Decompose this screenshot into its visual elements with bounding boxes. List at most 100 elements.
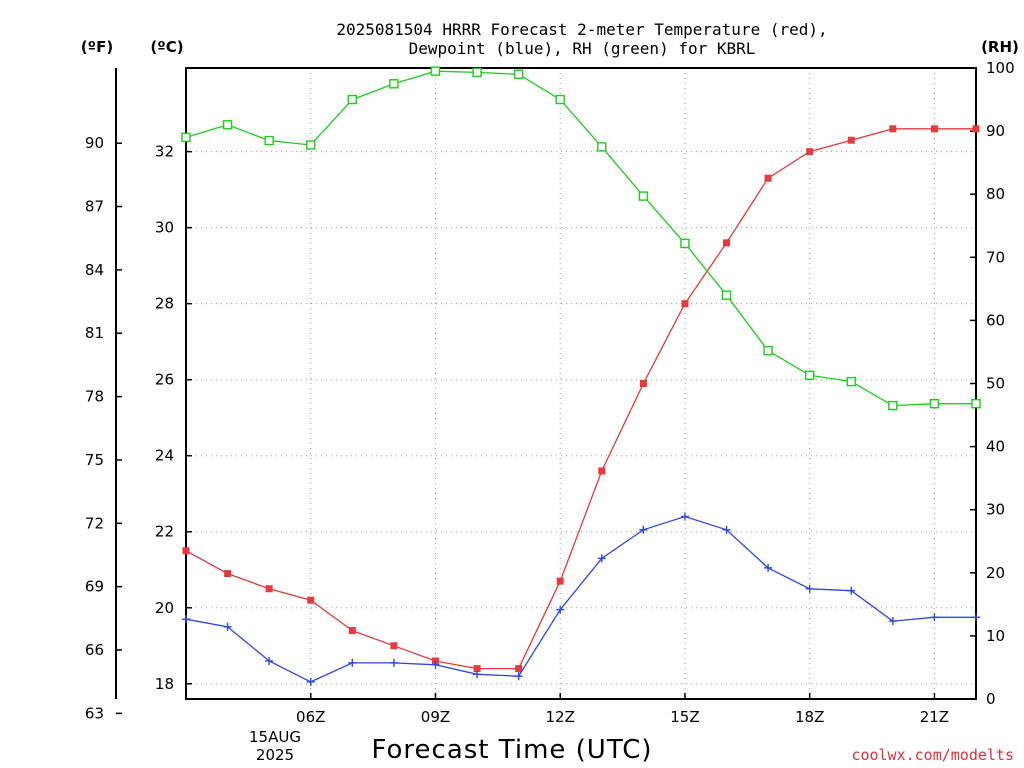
temperature-point — [889, 125, 897, 133]
x-tick-label: 09Z — [421, 708, 450, 726]
fahrenheit-tick-label: 69 — [85, 578, 104, 596]
temperature-point — [390, 642, 398, 650]
temperature-line — [185, 128, 976, 670]
temperature-point — [930, 125, 938, 133]
rh-point — [264, 135, 274, 146]
dewpoint-point — [514, 672, 523, 681]
rh-point — [680, 238, 690, 249]
fahrenheit-tick-label: 75 — [85, 451, 104, 469]
temperature-point — [847, 136, 855, 144]
tick-labels: 63 66 69 72 75 78 81 84 87 90 18 20 22 24 26 28 30 32 0 10 2… — [85, 59, 1015, 726]
fahrenheit-tick-label: 81 — [85, 324, 104, 342]
rh-point — [347, 94, 358, 105]
fahrenheit-tick-label: 87 — [85, 198, 104, 216]
rh-tick-label: 90 — [986, 122, 1005, 140]
dewpoint-point — [680, 512, 689, 521]
rh-point — [389, 79, 399, 89]
fahrenheit-tick-label: 63 — [85, 704, 104, 722]
celsius-tick-label: 26 — [155, 371, 174, 389]
dewpoint-point — [223, 622, 232, 631]
rh-unit-label: (RH) — [981, 38, 1019, 56]
temperature-point — [265, 585, 273, 593]
rh-tick-label: 70 — [986, 248, 1005, 266]
rh-point — [555, 94, 565, 105]
axes — [115, 67, 977, 715]
temperature-point — [639, 380, 647, 387]
temperature-point — [348, 627, 356, 635]
credit-text: coolwx.com/modelts — [851, 746, 1014, 764]
dewpoint-line — [185, 515, 976, 683]
rh-tick-label: 10 — [986, 627, 1005, 645]
temperature-point — [764, 174, 772, 182]
dewpoint-point — [431, 660, 440, 669]
dewpoint-point — [888, 617, 897, 626]
rh-point — [181, 132, 191, 143]
rh-point — [597, 142, 607, 152]
rh-tick-label: 40 — [986, 438, 1005, 456]
x-tick-label: 15Z — [670, 708, 699, 726]
celsius-tick-label: 22 — [155, 523, 174, 541]
temperature-point — [806, 148, 814, 156]
temperature-point — [972, 125, 980, 133]
x-tick-label: 21Z — [920, 708, 949, 726]
celsius-tick-label: 18 — [155, 675, 174, 693]
dewpoint-point — [306, 677, 315, 686]
rh-series — [181, 66, 981, 411]
plot-frame — [185, 67, 977, 700]
dewpoint-point — [265, 656, 274, 665]
rh-point — [513, 69, 524, 80]
x-tick-label: 06Z — [296, 708, 325, 726]
chart-title-line2: Dewpoint (blue), RH (green) for KBRL — [409, 39, 756, 58]
dewpoint-point — [182, 615, 190, 624]
dewpoint-series — [182, 512, 980, 686]
fahrenheit-unit-label: (ºF) — [81, 38, 113, 56]
fahrenheit-tick-label: 72 — [85, 514, 104, 532]
date-label-year: 2025 — [256, 746, 294, 764]
rh-tick-label: 20 — [986, 564, 1005, 582]
rh-tick-label: 50 — [986, 375, 1005, 393]
temperature-point — [473, 665, 481, 673]
fahrenheit-tick-label: 84 — [85, 261, 104, 279]
dewpoint-point — [639, 525, 648, 534]
rh-point — [222, 120, 233, 130]
dewpoint-point — [597, 554, 606, 563]
celsius-unit-label: (ºC) — [150, 38, 183, 56]
x-tick-label: 12Z — [546, 708, 575, 726]
rh-point — [888, 400, 898, 411]
dewpoint-point — [847, 586, 856, 595]
fahrenheit-tick-label: 90 — [85, 134, 104, 152]
x-tick-label: 18Z — [795, 708, 824, 726]
rh-point — [846, 376, 856, 387]
rh-tick-label: 80 — [986, 185, 1005, 203]
celsius-tick-label: 32 — [155, 143, 174, 161]
dewpoint-point — [930, 613, 939, 622]
dewpoint-point — [389, 658, 398, 667]
rh-point — [306, 140, 316, 150]
dewpoint-point — [805, 584, 814, 593]
rh-point — [638, 191, 649, 201]
dewpoint-point — [473, 670, 482, 679]
x-axis-title: Forecast Time (UTC) — [371, 735, 652, 765]
temperature-point — [182, 547, 190, 555]
dewpoint-point — [972, 613, 980, 622]
dewpoint-point — [556, 605, 565, 614]
fahrenheit-tick-label: 66 — [85, 641, 104, 659]
celsius-tick-label: 28 — [155, 295, 174, 313]
grid-lines — [186, 68, 976, 699]
date-label-day: 15AUG — [249, 728, 301, 746]
rh-point — [804, 370, 815, 380]
fahrenheit-tick-label: 78 — [85, 388, 104, 406]
celsius-tick-label: 30 — [155, 219, 174, 237]
temperature-point — [723, 239, 731, 247]
rh-point — [430, 66, 441, 76]
temperature-point — [515, 665, 523, 673]
rh-point — [971, 398, 981, 409]
rh-point — [721, 290, 732, 300]
data-series — [181, 66, 981, 686]
dewpoint-point — [764, 563, 773, 572]
temperature-point — [681, 300, 689, 308]
celsius-tick-label: 20 — [155, 599, 174, 617]
rh-point — [472, 67, 482, 78]
temperature-point — [224, 570, 232, 578]
